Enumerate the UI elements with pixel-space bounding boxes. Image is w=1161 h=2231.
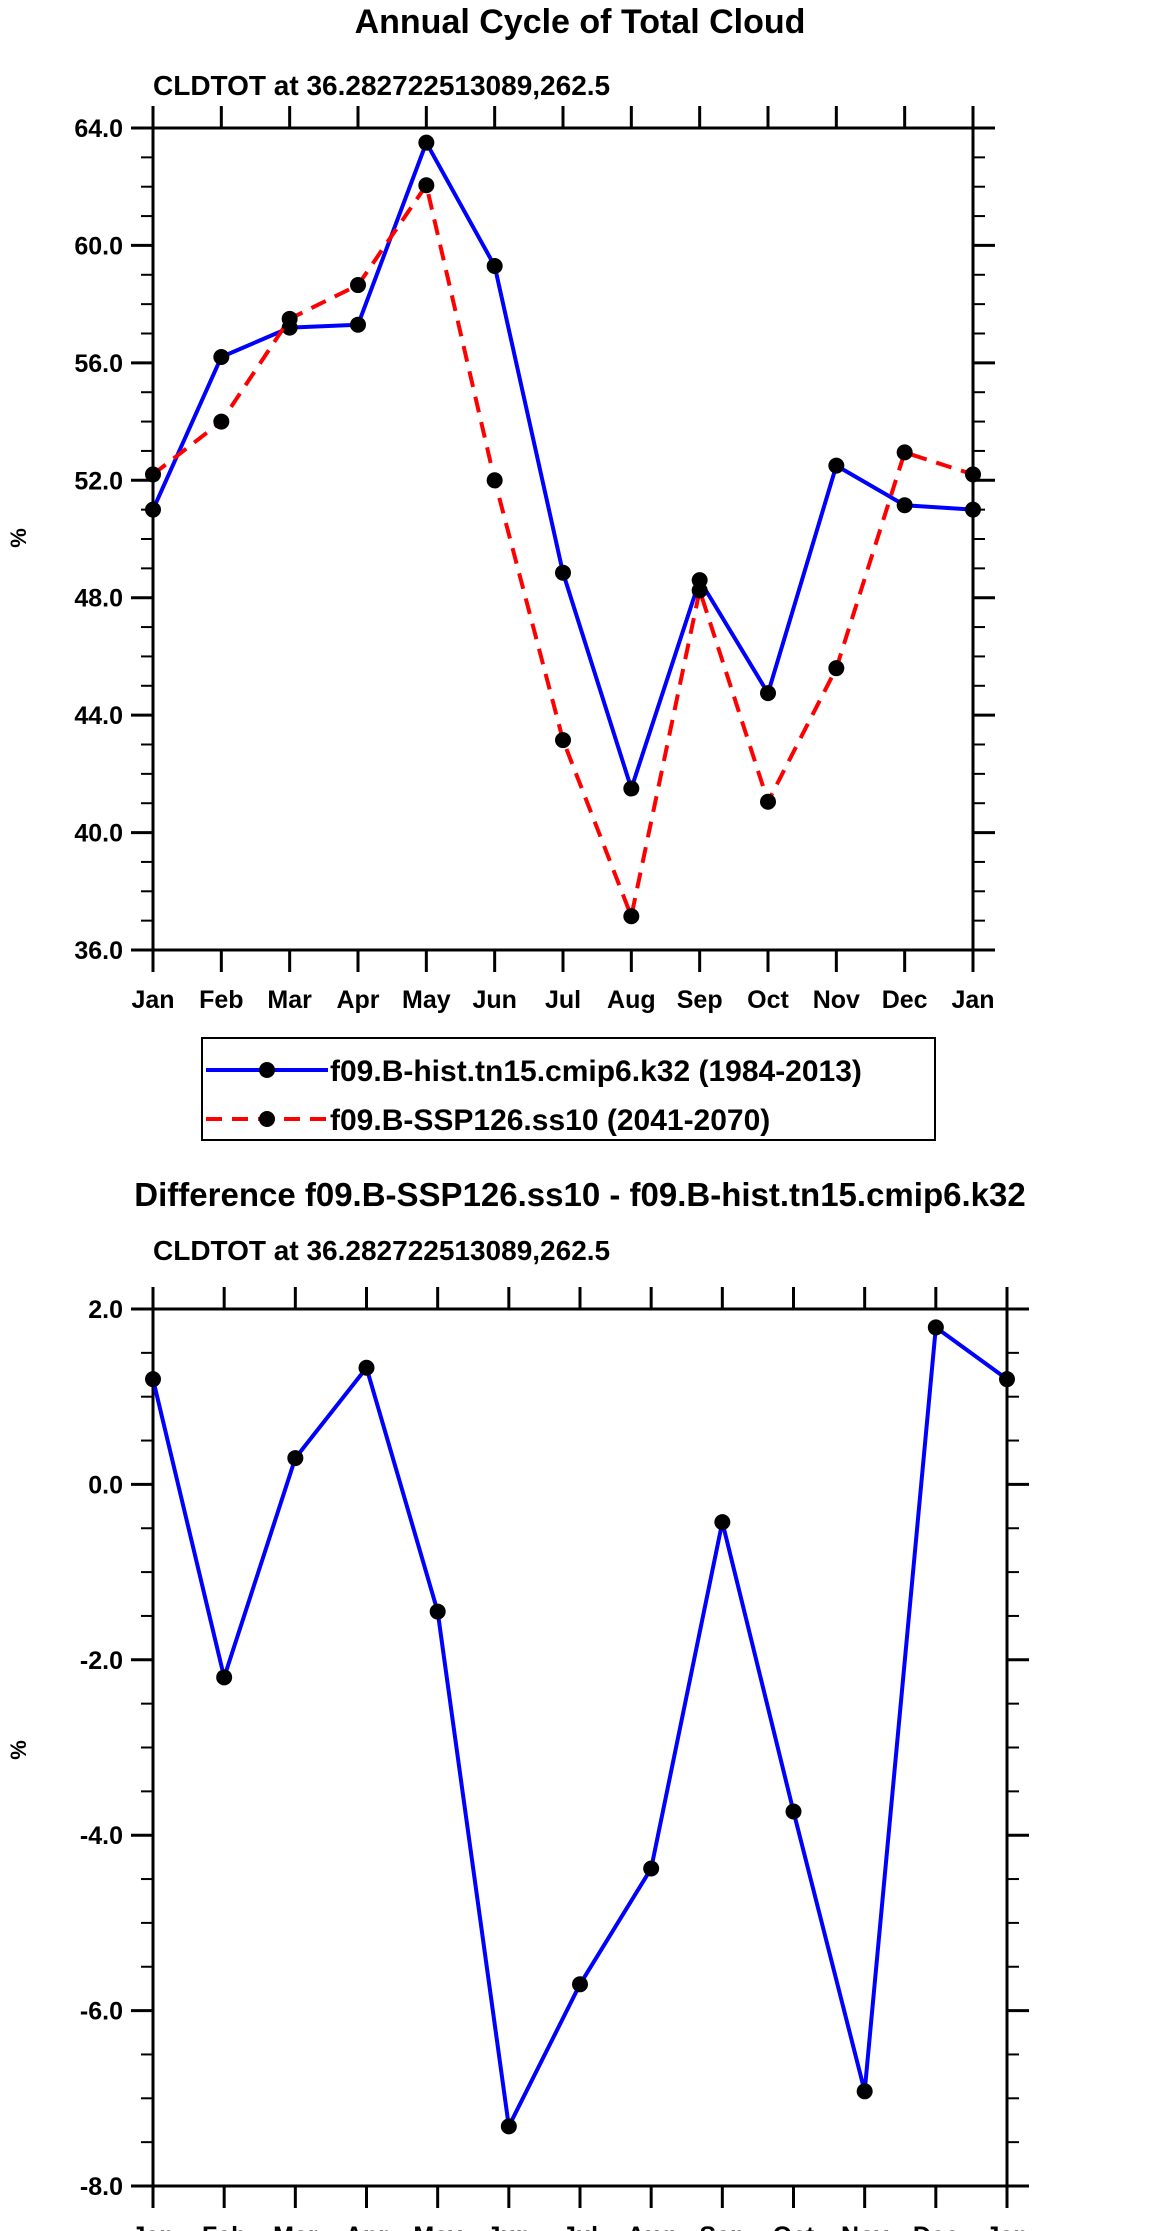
x-tick-label: May [413,2222,462,2231]
y-tick-label: 52.0 [74,467,123,495]
x-tick-label: Jun [472,986,516,1014]
data-point [691,582,708,599]
legend-label-ssp: f09.B-SSP126.ss10 (2041-2070) [330,1104,770,1137]
data-point [145,466,161,483]
data-point [213,413,230,430]
y-tick-label: -8.0 [80,2173,123,2201]
y-tick-label: -6.0 [80,1998,123,2026]
x-tick-label: Mar [267,986,312,1014]
y-tick-label: 0.0 [88,1471,123,1499]
y-tick-label: 44.0 [74,702,123,730]
legend-marker-ssp [259,1111,275,1127]
data-point [486,472,503,489]
x-tick-label: Aug [627,2222,676,2231]
data-point [555,564,571,581]
y-tick-label: 48.0 [74,585,123,613]
y-tick-label: 60.0 [74,232,123,260]
y-axis-label: % [6,1740,31,1760]
data-point [213,348,230,365]
x-tick-label: Jan [131,986,174,1014]
x-tick-label: Oct [747,986,789,1014]
series-line [151,183,974,919]
x-tick-label: Dec [913,2222,959,2231]
x-tick-label: Sep [677,986,723,1014]
data-point [358,1359,375,1376]
data-point [145,1371,161,1388]
data-point [643,1860,660,1877]
x-tick-label: Aug [607,986,656,1014]
data-point [429,1603,446,1620]
data-point [965,501,981,518]
plot-frame [151,1307,1009,2188]
legend-marker-hist [259,1062,275,1078]
difference-plot: -8.0 -6.0 -4.0 -2.0 0.0 2.0 Jan Feb Mar Apr May Jun… [80,1287,1029,2231]
chart-subtitle: CLDTOT at 36.282722513089,262.5 [153,1235,610,1266]
y-tick-label: 36.0 [74,937,123,965]
data-point [350,316,366,333]
y-tick-label: 40.0 [74,820,123,848]
data-point [965,466,981,483]
x-tick-label: Apr [345,2222,388,2231]
data-point [486,257,503,274]
y-tick-label: -2.0 [80,1647,123,1675]
data-point [714,1514,731,1531]
series-line [151,1325,1009,2129]
y-axis-label: % [6,528,31,548]
data-point [828,660,845,677]
data-point [760,793,776,810]
annual-cycle-plot: 36.0 40.0 44.0 48.0 52.0 56.0 60.0 64.0 Jan Feb Ma… [74,106,995,1014]
x-tick-label: Jan [985,2222,1028,2231]
x-tick-label: Oct [773,2222,815,2231]
series-line [151,140,974,791]
x-tick-label: Jul [562,2222,598,2231]
data-point [418,177,435,194]
data-point [572,1976,588,1993]
data-point [418,134,435,151]
data-point [500,2118,517,2135]
y-tick-label: 64.0 [74,115,123,143]
x-tick-label: Feb [202,2222,246,2231]
data-point [999,1371,1015,1388]
x-tick-label: Apr [336,986,379,1014]
x-tick-label: Feb [199,986,243,1014]
data-point [287,1450,304,1467]
data-point [145,501,161,518]
data-point [350,277,366,294]
chart-subtitle: CLDTOT at 36.282722513089,262.5 [153,70,610,101]
x-tick-label: Mar [273,2222,318,2231]
y-tick-label: 2.0 [88,1296,123,1324]
chart-title: Difference f09.B-SSP126.ss10 - f09.B-his… [134,1176,1025,1213]
x-tick-label: Sep [699,2222,745,2231]
x-tick-label: Jun [487,2222,531,2231]
plot-frame [151,126,975,952]
data-point [555,732,571,749]
x-tick-label: Nov [813,986,860,1014]
data-point [927,1319,944,1336]
data-point [623,780,640,797]
x-tick-label: Dec [882,986,928,1014]
data-point [828,457,845,474]
data-point [216,1669,233,1686]
x-tick-label: Jan [131,2222,174,2231]
legend: f09.B-hist.tn15.cmip6.k32 (1984-2013) f0… [201,1037,936,1141]
x-tick-label: Jan [951,986,994,1014]
legend-label-hist: f09.B-hist.tn15.cmip6.k32 (1984-2013) [330,1055,862,1088]
data-point [896,497,913,514]
data-point [760,685,776,702]
y-tick-label: -4.0 [80,1822,123,1850]
x-tick-label: Jul [545,986,581,1014]
data-point [856,2083,873,2100]
data-point [281,310,298,327]
data-point [785,1803,802,1820]
y-tick-label: 56.0 [74,350,123,378]
x-tick-label: May [402,986,451,1014]
data-point [623,908,640,925]
data-point [896,444,913,461]
chart-title: Annual Cycle of Total Cloud [355,3,806,41]
x-tick-label: Nov [841,2222,888,2231]
